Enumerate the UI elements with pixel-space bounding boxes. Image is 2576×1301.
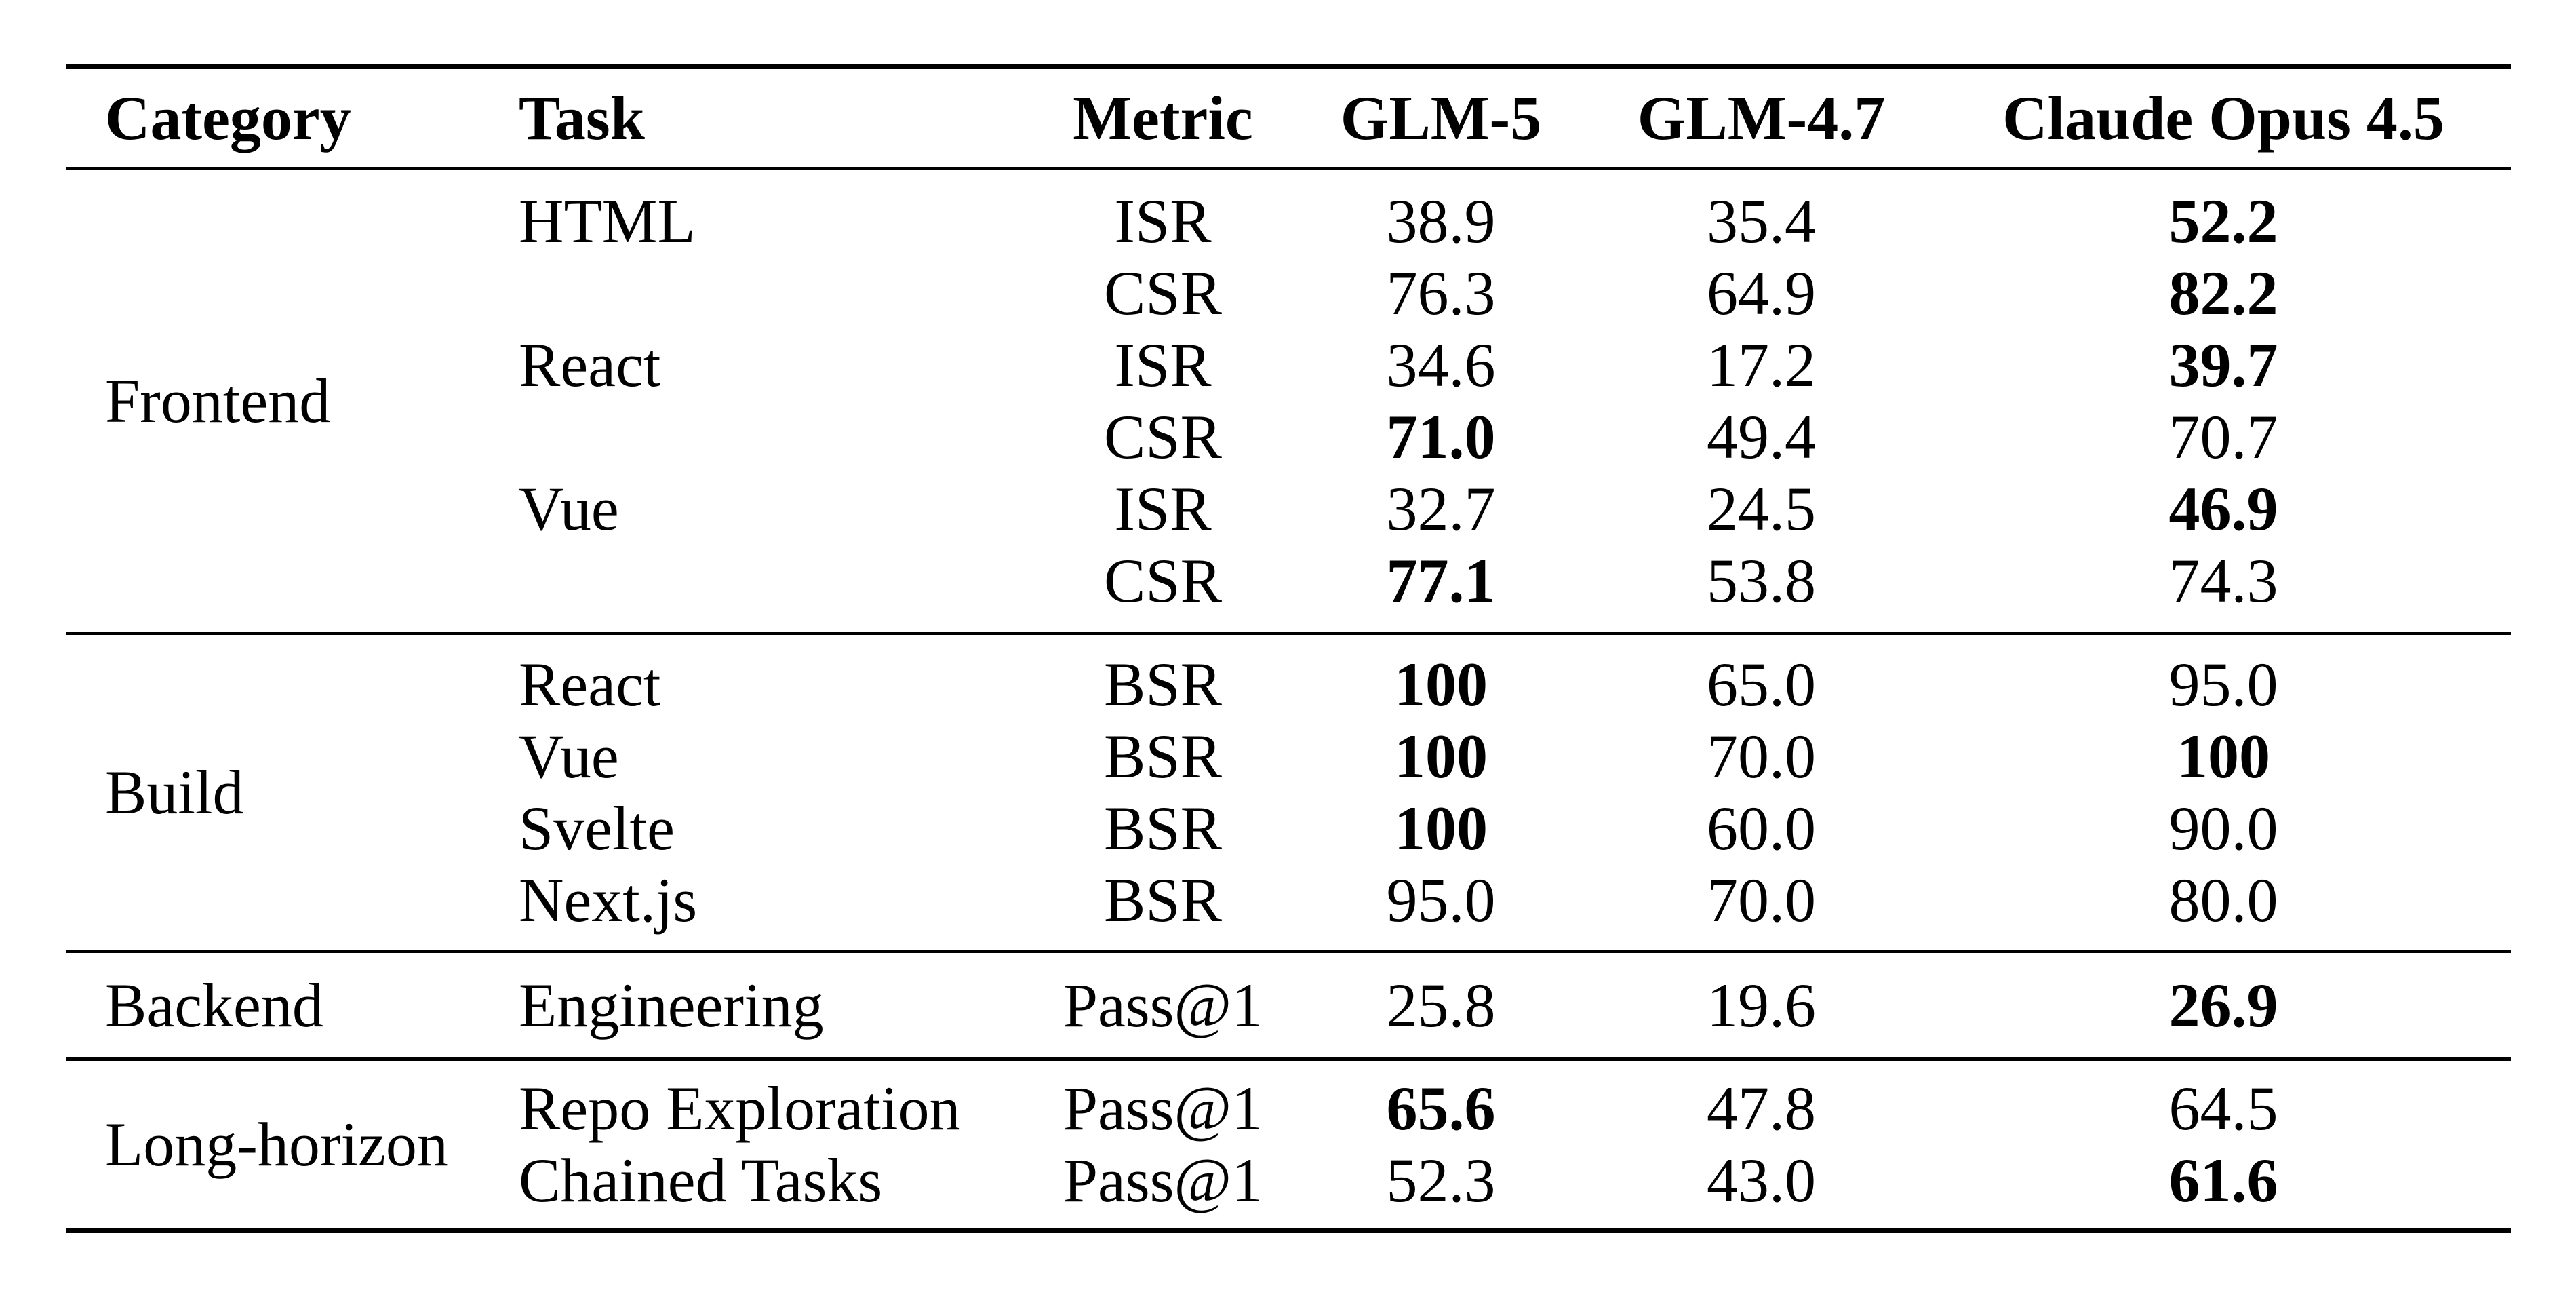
score-cell-glm47: 53.8 [1707,546,1816,615]
metric-cell: Pass@1 [1063,1074,1263,1143]
table-row: Long-horizon Repo Exploration Pass@1 65.… [66,1060,2511,1179]
section-backend: Backend Engineering Pass@1 25.8 19.6 26.… [66,952,2511,1060]
score-cell-claude: 74.3 [2168,546,2278,615]
section-frontend: Frontend HTML ISR 38.9 35.4 52.2 CSR 76.… [66,169,2511,634]
score-cell-glm47: 70.0 [1707,866,1816,935]
table-row: CSR 71.0 49.4 70.7 [66,401,2511,473]
task-cell: Vue [519,722,619,791]
score-cell-glm5: 100 [1394,794,1488,863]
category-cell: Frontend [105,366,331,435]
score-cell-claude: 61.6 [2168,1146,2278,1215]
task-cell [502,545,1031,634]
col-header-metric: Metric [1073,83,1253,153]
score-cell-glm47: 60.0 [1707,794,1816,863]
score-cell-glm5: 100 [1394,722,1488,791]
score-cell-claude: 64.5 [2168,1074,2278,1143]
table-row: Build React BSR 100 65.0 95.0 [66,634,2511,827]
score-cell-claude: 95.0 [2168,650,2278,719]
task-cell: Next.js [519,866,698,935]
benchmark-table-container: Category Task Metric GLM-5 GLM-4.7 Claud… [66,64,2511,1233]
task-cell: Chained Tasks [519,1146,883,1215]
score-cell-glm47: 47.8 [1707,1074,1816,1143]
score-cell-claude: 46.9 [2168,474,2278,543]
score-cell-glm5: 100 [1394,650,1488,719]
score-cell-glm47: 64.9 [1707,258,1816,328]
table-header-row: Category Task Metric GLM-5 GLM-4.7 Claud… [66,66,2511,169]
score-cell-glm47: 70.0 [1707,722,1816,791]
metric-cell: BSR [1104,866,1222,935]
score-cell-glm5: 52.3 [1386,1146,1496,1215]
metric-cell: ISR [1114,187,1212,256]
score-cell-glm5: 32.7 [1386,474,1496,543]
score-cell-glm47: 17.2 [1707,330,1816,400]
score-cell-glm47: 43.0 [1707,1146,1816,1215]
category-cell: Long-horizon [105,1110,448,1179]
score-cell-glm5: 65.6 [1386,1074,1496,1143]
table-row: CSR 76.3 64.9 82.2 [66,257,2511,329]
table-row: Chained Tasks Pass@1 52.3 43.0 61.6 [66,1144,2511,1230]
col-header-category: Category [105,83,351,153]
metric-cell: CSR [1104,258,1222,328]
score-cell-claude: 90.0 [2168,794,2278,863]
task-cell: HTML [519,187,696,256]
category-cell: Backend [105,971,323,1040]
task-cell: React [519,330,661,400]
score-cell-glm47: 65.0 [1707,650,1816,719]
category-cell: Build [105,758,244,827]
table-row: Vue BSR 100 70.0 100 [66,720,2511,792]
score-cell-claude: 100 [2177,722,2270,791]
section-long-horizon: Long-horizon Repo Exploration Pass@1 65.… [66,1060,2511,1231]
score-cell-glm47: 35.4 [1707,187,1816,256]
task-cell: Vue [519,474,619,543]
table-row: Backend Engineering Pass@1 25.8 19.6 26.… [66,952,2511,1060]
metric-cell: BSR [1104,794,1222,863]
task-cell: Repo Exploration [519,1074,961,1143]
score-cell-claude: 70.7 [2168,402,2278,471]
score-cell-claude: 52.2 [2168,187,2278,256]
metric-cell: ISR [1114,330,1212,400]
col-header-glm-4-7: GLM-4.7 [1637,83,1886,153]
score-cell-glm5: 95.0 [1386,866,1496,935]
metric-cell: ISR [1114,474,1212,543]
col-header-glm-5: GLM-5 [1340,83,1542,153]
col-header-claude-opus-4-5: Claude Opus 4.5 [2002,83,2444,153]
score-cell-glm47: 24.5 [1707,474,1816,543]
table-row: Next.js BSR 95.0 70.0 80.0 [66,864,2511,952]
benchmark-table: Category Task Metric GLM-5 GLM-4.7 Claud… [66,64,2511,1233]
score-cell-claude: 26.9 [2168,971,2278,1040]
task-cell: Svelte [519,794,675,863]
score-cell-glm5: 77.1 [1386,546,1496,615]
table-row: Frontend HTML ISR 38.9 35.4 52.2 [66,169,2511,435]
task-cell [502,257,1031,329]
task-cell [502,401,1031,473]
score-cell-glm5: 76.3 [1386,258,1496,328]
table-row: Category Task Metric GLM-5 GLM-4.7 Claud… [66,66,2511,169]
task-cell: React [519,650,661,719]
score-cell-claude: 82.2 [2168,258,2278,328]
task-cell: Engineering [519,971,824,1040]
metric-cell: Pass@1 [1063,1146,1263,1215]
score-cell-glm5: 71.0 [1386,402,1496,471]
metric-cell: CSR [1104,546,1222,615]
col-header-task: Task [519,83,645,153]
table-row: Vue ISR 32.7 24.5 46.9 [66,473,2511,545]
score-cell-glm5: 25.8 [1386,971,1496,1040]
metric-cell: CSR [1104,402,1222,471]
table-row: Svelte BSR 100 60.0 90.0 [66,792,2511,864]
table-row: React ISR 34.6 17.2 39.7 [66,329,2511,401]
score-cell-glm47: 49.4 [1707,402,1816,471]
metric-cell: BSR [1104,722,1222,791]
section-build: Build React BSR 100 65.0 95.0 Vue BSR 10… [66,634,2511,952]
score-cell-glm47: 19.6 [1707,971,1816,1040]
score-cell-claude: 39.7 [2168,330,2278,400]
score-cell-glm5: 34.6 [1386,330,1496,400]
score-cell-glm5: 38.9 [1386,187,1496,256]
score-cell-claude: 80.0 [2168,866,2278,935]
metric-cell: Pass@1 [1063,971,1263,1040]
table-row: CSR 77.1 53.8 74.3 [66,545,2511,634]
metric-cell: BSR [1104,650,1222,719]
